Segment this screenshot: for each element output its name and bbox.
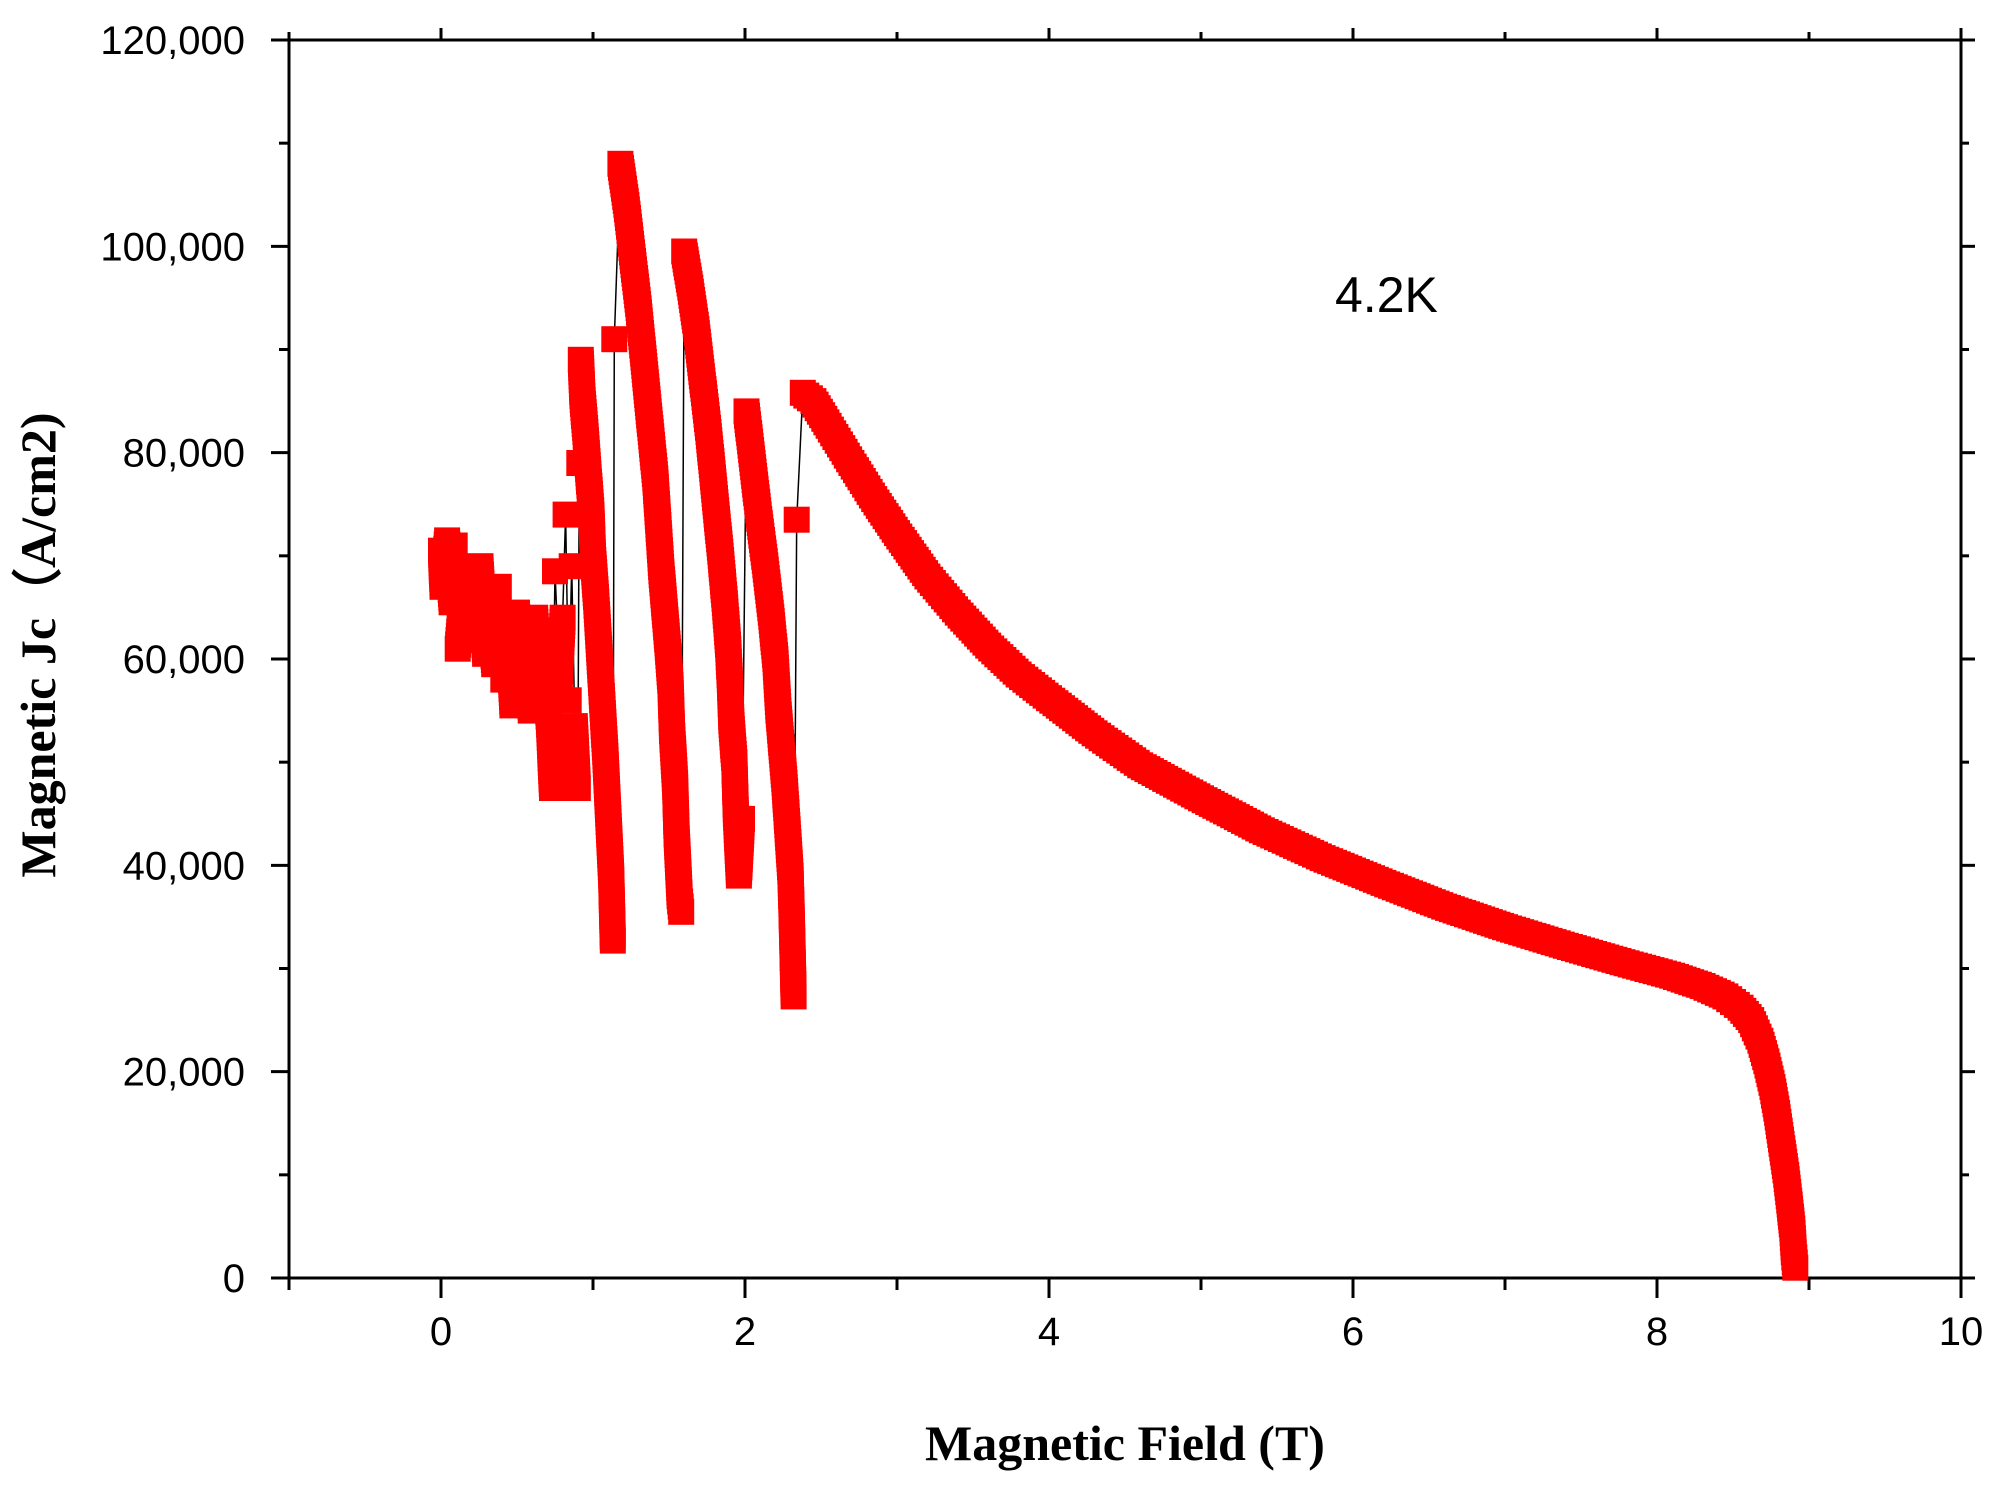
data-point bbox=[1782, 1254, 1809, 1281]
x-tick-label: 2 bbox=[734, 1310, 756, 1354]
data-point bbox=[441, 532, 468, 559]
data-point bbox=[601, 326, 628, 353]
data-point bbox=[485, 573, 512, 600]
y-tick-label: 60,000 bbox=[123, 638, 245, 682]
y-tick-label: 40,000 bbox=[123, 844, 245, 888]
data-point bbox=[780, 983, 807, 1010]
y-tick-label: 80,000 bbox=[123, 432, 245, 476]
data-markers bbox=[428, 150, 1809, 1281]
data-point bbox=[549, 604, 576, 631]
data-point bbox=[668, 898, 695, 925]
x-tick-label: 10 bbox=[1939, 1310, 1984, 1354]
data-point bbox=[539, 775, 565, 801]
data-point bbox=[564, 775, 591, 801]
annotation-temperature: 4.2K bbox=[1335, 267, 1438, 323]
y-tick-label: 20,000 bbox=[123, 1051, 245, 1095]
x-axis: 0 2 4 6 8 10 bbox=[287, 28, 1984, 1354]
x-tick-label: 4 bbox=[1038, 1310, 1060, 1354]
y-axis-title: Magnetic Jc（A/cm2) bbox=[10, 412, 66, 877]
y-tick-label: 120,000 bbox=[100, 19, 245, 63]
data-point bbox=[555, 687, 582, 714]
data-point bbox=[599, 927, 626, 954]
x-axis-title: Magnetic Field (T) bbox=[925, 1415, 1325, 1471]
data-point bbox=[783, 506, 810, 533]
x-tick-label: 8 bbox=[1646, 1310, 1668, 1354]
y-tick-label: 0 bbox=[223, 1257, 245, 1301]
y-tick-label: 100,000 bbox=[100, 225, 245, 269]
data-point bbox=[552, 501, 579, 528]
y-axis: 0 20,000 40,000 60,000 80,000 100,000 120,000 bbox=[100, 19, 1975, 1301]
x-tick-label: 0 bbox=[430, 1310, 452, 1354]
data-point bbox=[729, 805, 755, 832]
x-tick-label: 6 bbox=[1342, 1310, 1364, 1354]
